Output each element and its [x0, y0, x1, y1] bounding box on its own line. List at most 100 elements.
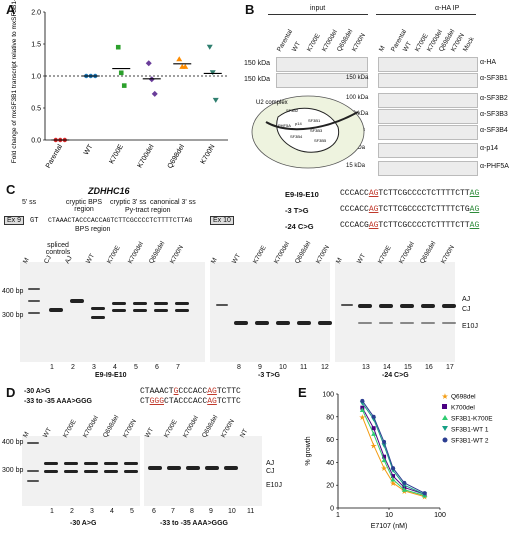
c-gel3-num-0: 13	[362, 364, 370, 371]
cryptic-bps-label: cryptic BPS region	[65, 199, 103, 213]
input-lane-5: K700N	[350, 32, 367, 53]
c-gel2-marker	[216, 304, 228, 306]
c-gel3-band-0	[358, 304, 372, 308]
c-gel3-num-2: 15	[404, 364, 412, 371]
gel-c-1	[20, 262, 205, 362]
complex-part-6: PHF5A	[278, 123, 291, 128]
d-gel1-b-0	[44, 470, 58, 473]
ip-marker-0: 150 kDa	[346, 75, 369, 81]
panel-e-letter: E	[298, 385, 307, 400]
gel-d-1-caption: -30 A>G	[70, 520, 97, 527]
a-category-5: K700N	[200, 144, 217, 166]
e-series-line-4	[361, 400, 425, 494]
c-gel1-band-a-2	[133, 302, 147, 305]
d-gel2-num-0: 6	[152, 508, 156, 515]
c-gel1-num-5: 6	[155, 364, 159, 371]
c-400bp: 400 bp	[2, 288, 24, 295]
d-gel2-band-4	[224, 466, 238, 470]
d-marker-1	[27, 470, 39, 472]
a-category-2: K700E	[108, 143, 125, 165]
gel-d-2-caption: -33 to -35 AAA>GGG	[160, 520, 229, 527]
panel-b-letter: B	[245, 2, 255, 17]
e-ytick-1: 20	[326, 483, 334, 490]
d-gel2-band-2	[186, 466, 200, 470]
a-point-2-0	[115, 44, 121, 50]
c-gel1-cj	[49, 308, 63, 312]
input-lane-2: K700E	[305, 32, 322, 53]
c-seq-label-1: -3 T>G	[285, 206, 309, 215]
ip-blot-0	[378, 57, 478, 72]
e-point-4-3	[391, 466, 396, 471]
c-gel3-band-1	[379, 304, 393, 308]
d-gel2-num-2: 8	[190, 508, 194, 515]
c-gel1-marker-2	[28, 312, 40, 314]
exon-9-box: Ex 9	[4, 216, 25, 225]
a-point-2-1	[118, 70, 124, 76]
c-gel1-num-6: 7	[176, 364, 180, 371]
panel-a-letter: A	[6, 2, 16, 17]
d-gel2-num-4: 10	[228, 508, 236, 515]
c-gel3-num-4: 17	[446, 364, 454, 371]
a-ytick-3: 1.5	[31, 42, 41, 49]
e-legend-label-0: Q698del	[451, 394, 476, 401]
c-gel1-band-a-0	[91, 307, 105, 310]
d-marker-2	[27, 480, 39, 482]
c-gel1-num-1: 2	[71, 364, 75, 371]
a-point-4-2	[182, 63, 189, 69]
gel-c-2	[210, 262, 330, 362]
gel-d-2	[144, 436, 262, 506]
panel-c-letter: C	[6, 182, 16, 197]
ss5-label: 5' ss	[22, 199, 37, 206]
complex-part-3: SF3B3	[310, 128, 323, 133]
antibody-2: α-SF3B2	[480, 95, 508, 102]
d-gel2-num-3: 9	[209, 508, 213, 515]
a-point-5-0	[206, 44, 213, 50]
c-gel1-band-b-3	[154, 309, 168, 312]
py-tract-label: Py-tract region	[125, 207, 171, 214]
e-ytick-4: 80	[326, 414, 334, 421]
e-xtick-0: 1	[336, 512, 340, 519]
d-gel1-b-2	[84, 470, 98, 473]
gel-c-3-caption: -24 C>G	[382, 372, 409, 379]
e-legend-label-2: SF3B1-K700E	[451, 416, 493, 423]
e-legend-marker-3	[442, 426, 448, 431]
d-gel1-a-1	[64, 462, 78, 465]
c-gel3-faint-1	[379, 322, 393, 324]
c-gel2-band-4	[318, 321, 332, 325]
ip-title: α-HA IP	[435, 5, 460, 12]
d-seq-1: CTAAACTGCCCACCAGTCTTC	[140, 387, 241, 396]
e-point-0-2: ★	[380, 464, 387, 473]
d-gel1-a-0	[44, 462, 58, 465]
c-gel2-num-0: 8	[237, 364, 241, 371]
d-gel1-num-3: 4	[110, 508, 114, 515]
a-point-5-2	[212, 97, 219, 103]
d-400bp: 400 bp	[2, 439, 24, 446]
input-lane-1: WT	[290, 40, 303, 53]
c-gel1-band-b-2	[133, 309, 147, 312]
ip-blot-5	[378, 143, 478, 158]
input-blot-sf3b1	[276, 73, 368, 88]
e-legend-marker-0: ★	[441, 392, 448, 401]
e-xlabel: E7107 (nM)	[371, 523, 408, 530]
canonical-3ss-label: canonical 3' ss	[150, 199, 196, 206]
e-point-2-1	[371, 431, 377, 436]
complex-part-5: SF3B5	[314, 138, 327, 143]
d-seq-2: CTGGGCTACCCACCAGTCTTC	[140, 397, 241, 406]
c-right-e10j: E10J	[462, 323, 478, 330]
c-gel1-band-b-1	[112, 309, 126, 312]
antibody-4: α-SF3B4	[480, 127, 508, 134]
d-gel1-b-4	[124, 470, 138, 473]
e-point-4-2	[382, 439, 387, 444]
c-gel1-num-4: 5	[134, 364, 138, 371]
u2-complex-label: U2 complex	[256, 100, 288, 106]
a-point-3-2	[151, 90, 158, 97]
c-gel1-num-0: 1	[50, 364, 54, 371]
a-ylabel: Fold change of mxSF3B1 transcript relati…	[11, 0, 18, 163]
e-point-4-1	[371, 414, 376, 419]
c-gel3-faint-3	[421, 322, 435, 324]
ip-lane-2: WT	[401, 40, 414, 53]
c-gel1-band-b-4	[175, 309, 189, 312]
complex-part-2: SF3B2	[286, 108, 299, 113]
d-gel2-num-5: 11	[247, 508, 255, 515]
e-ytick-0: 0	[330, 506, 334, 513]
